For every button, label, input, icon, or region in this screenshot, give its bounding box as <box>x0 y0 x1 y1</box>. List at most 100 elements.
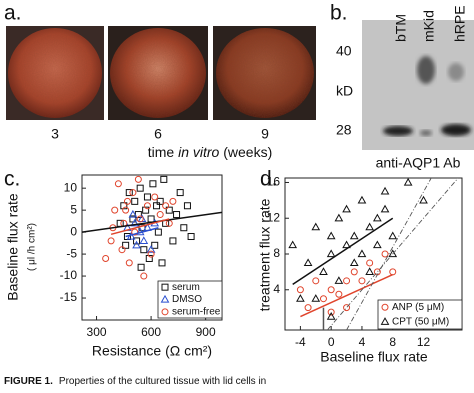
point <box>326 249 336 258</box>
point <box>128 209 138 218</box>
point <box>146 245 156 253</box>
marker-label: 28 <box>336 122 352 138</box>
point <box>288 240 298 249</box>
band <box>448 63 464 81</box>
point <box>381 250 389 258</box>
y-tick-label: -5 <box>66 246 77 260</box>
legend-label: serum <box>172 282 200 293</box>
y-axis-label: Baseline flux rate <box>5 193 21 301</box>
week-label: 9 <box>261 126 269 142</box>
point <box>327 308 335 316</box>
point <box>131 197 139 205</box>
point <box>120 202 128 210</box>
point <box>311 294 321 302</box>
panel-a: a. 3 6 9 time in vitro (weeks) <box>4 2 316 160</box>
point <box>349 231 359 240</box>
legend-marker <box>161 308 169 316</box>
x-tick-label: 900 <box>196 325 216 339</box>
y-tick-label: -10 <box>60 268 78 282</box>
point <box>388 231 398 240</box>
point <box>125 189 133 197</box>
point <box>140 246 148 254</box>
band <box>417 56 435 84</box>
point <box>151 193 159 201</box>
point <box>134 175 142 183</box>
y-axis-unit: ( μl /h cm²) <box>27 223 38 271</box>
point <box>122 241 130 249</box>
fit-line <box>292 217 394 286</box>
point <box>176 189 184 197</box>
point <box>154 228 162 236</box>
point <box>180 224 188 232</box>
point <box>187 233 195 241</box>
point <box>143 202 151 210</box>
x-tick-label: 8 <box>389 335 396 349</box>
point <box>129 189 137 197</box>
y-tick-label: 12 <box>267 210 281 224</box>
point <box>107 237 115 245</box>
point <box>149 180 157 188</box>
point <box>403 178 413 186</box>
point <box>169 237 177 245</box>
point <box>183 202 191 210</box>
y-tick-label: 0 <box>70 224 77 238</box>
point <box>342 204 351 213</box>
point <box>365 267 375 275</box>
legend-marker <box>160 294 170 303</box>
point <box>125 259 133 267</box>
point <box>350 268 358 276</box>
chart: c. Baseline flux rate ( μl /h cm²) Resistan… <box>4 168 223 359</box>
legend-box <box>377 299 463 330</box>
point <box>139 236 149 245</box>
axis-title: time in vitro (weeks) <box>148 144 272 160</box>
caption-label: FIGURE 1. <box>4 376 53 387</box>
point <box>165 219 173 227</box>
caption-text: Properties of the cultured tissue with l… <box>59 376 266 387</box>
point <box>326 231 336 240</box>
point <box>156 197 164 205</box>
point <box>327 286 335 294</box>
legend-box <box>157 280 223 319</box>
x-tick-label: 300 <box>87 325 107 339</box>
y-tick-label: 16 <box>267 175 281 189</box>
legend-label: DMSO <box>172 294 202 305</box>
point <box>123 197 131 205</box>
x-tick-label: 600 <box>141 325 161 339</box>
point <box>349 258 359 267</box>
legend-marker <box>380 317 390 325</box>
band <box>383 126 413 136</box>
point <box>136 215 144 223</box>
point <box>343 277 351 285</box>
plot-content <box>288 178 459 330</box>
legend: ANP (5 μM) CPT (50 μM) <box>377 299 463 330</box>
lane-label: mKid <box>421 10 437 42</box>
point <box>169 197 177 205</box>
panel-label: a. <box>4 2 22 25</box>
point <box>130 218 140 227</box>
point <box>133 237 141 245</box>
dish-texture <box>216 28 314 118</box>
point <box>145 254 153 262</box>
point <box>158 259 166 267</box>
text: time <box>148 144 178 160</box>
week-label: 6 <box>154 126 162 142</box>
point <box>114 180 122 188</box>
panel-label: d. <box>260 168 278 191</box>
x-tick-label: 4 <box>359 335 366 349</box>
y-tick-label: 8 <box>273 246 280 260</box>
point <box>335 290 343 298</box>
lane-label: hRPE <box>452 5 468 42</box>
point <box>357 249 367 258</box>
fit-line <box>300 273 394 318</box>
marker-label: 40 <box>336 43 352 59</box>
point <box>156 211 164 219</box>
panel-b: b. bTM mKid hRPE 40 kD 28 anti-AQP1 Ab <box>330 2 474 171</box>
point <box>372 213 382 222</box>
plot-content <box>82 175 222 280</box>
y-tick-label: -15 <box>60 290 78 304</box>
point <box>111 206 119 214</box>
point <box>131 228 139 236</box>
point <box>304 304 312 312</box>
point <box>311 222 321 231</box>
